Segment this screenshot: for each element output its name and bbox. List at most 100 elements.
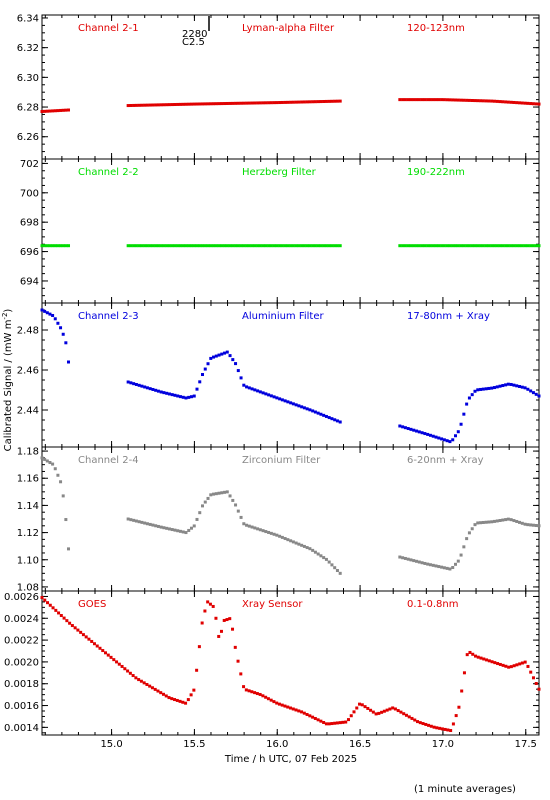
- data-point: [498, 384, 502, 388]
- data-point: [129, 381, 133, 385]
- data-point: [520, 244, 524, 248]
- data-point: [515, 384, 519, 388]
- data-point: [448, 244, 452, 248]
- data-point: [134, 676, 138, 680]
- data-point: [137, 520, 141, 524]
- data-point: [250, 244, 254, 248]
- data-point: [255, 692, 259, 696]
- data-point: [403, 426, 407, 430]
- data-point: [161, 692, 165, 696]
- data-point: [128, 671, 132, 675]
- data-point: [223, 490, 227, 494]
- data-point: [426, 562, 430, 566]
- data-point: [272, 532, 276, 536]
- data-point: [272, 244, 276, 248]
- x-tick-label: 17.0: [432, 739, 454, 750]
- data-point: [319, 719, 323, 723]
- data-point: [302, 406, 306, 410]
- data-point: [406, 244, 410, 248]
- data-point: [512, 519, 516, 523]
- data-point: [64, 518, 68, 522]
- data-point: [43, 309, 47, 313]
- data-point: [308, 244, 312, 248]
- data-point: [311, 409, 315, 413]
- data-point: [492, 386, 496, 390]
- data-point: [53, 317, 57, 321]
- data-point: [487, 244, 491, 248]
- data-point: [165, 103, 169, 107]
- data-point: [442, 98, 446, 102]
- data-point: [501, 663, 505, 667]
- data-point: [406, 427, 410, 431]
- data-point: [531, 676, 535, 680]
- data-point: [244, 688, 248, 692]
- data-point: [403, 556, 407, 560]
- data-point: [261, 529, 265, 533]
- data-point: [56, 244, 60, 248]
- data-point: [324, 244, 328, 248]
- data-point: [167, 103, 171, 107]
- data-point: [442, 244, 446, 248]
- data-point: [286, 400, 290, 404]
- data-point: [236, 659, 240, 663]
- data-point: [423, 561, 427, 565]
- data-point: [512, 100, 516, 104]
- data-point: [126, 380, 130, 384]
- data-point: [520, 101, 524, 105]
- data-point: [151, 244, 155, 248]
- data-point: [507, 665, 511, 669]
- data-point: [267, 530, 271, 534]
- data-point: [526, 523, 530, 527]
- data-point: [534, 244, 538, 248]
- data-point: [56, 473, 60, 477]
- data-point: [484, 244, 488, 248]
- data-point: [247, 244, 251, 248]
- series-points: [40, 456, 541, 575]
- data-point: [203, 500, 207, 504]
- x-tick-label: 15.0: [100, 739, 122, 750]
- data-point: [132, 244, 136, 248]
- data-point: [297, 244, 301, 248]
- data-point: [233, 645, 237, 649]
- data-point: [294, 403, 298, 407]
- data-point: [269, 244, 273, 248]
- data-point: [148, 244, 152, 248]
- data-point: [206, 600, 210, 604]
- data-point: [283, 100, 287, 104]
- data-point: [173, 103, 177, 107]
- data-point: [388, 707, 392, 711]
- data-point: [515, 101, 519, 105]
- data-point: [445, 439, 449, 443]
- data-point: [380, 710, 384, 714]
- data-point: [245, 523, 249, 527]
- data-point: [217, 353, 221, 357]
- data-point: [206, 362, 210, 366]
- y-tick-label: 2.48: [17, 326, 39, 337]
- band-label: 120-123nm: [407, 23, 465, 34]
- y-tick-label: 6.26: [17, 132, 39, 143]
- data-point: [333, 418, 337, 422]
- data-point: [156, 244, 160, 248]
- data-point: [239, 244, 243, 248]
- data-point: [203, 102, 207, 106]
- data-point: [537, 394, 541, 398]
- data-point: [247, 524, 251, 528]
- data-point: [344, 720, 348, 724]
- data-point: [423, 98, 427, 102]
- series-points: [40, 308, 541, 444]
- data-point: [170, 103, 174, 107]
- data-point: [236, 509, 240, 513]
- data-point: [534, 682, 538, 685]
- data-point: [403, 244, 407, 248]
- data-point: [437, 98, 441, 102]
- data-point: [454, 714, 458, 718]
- data-point: [529, 389, 533, 393]
- data-point: [426, 432, 430, 436]
- y-tick-label: 0.0018: [4, 679, 39, 690]
- data-point: [487, 520, 491, 524]
- data-point: [420, 431, 424, 435]
- data-point: [360, 703, 364, 707]
- data-point: [417, 560, 421, 564]
- data-point: [501, 100, 505, 104]
- data-point: [84, 635, 88, 639]
